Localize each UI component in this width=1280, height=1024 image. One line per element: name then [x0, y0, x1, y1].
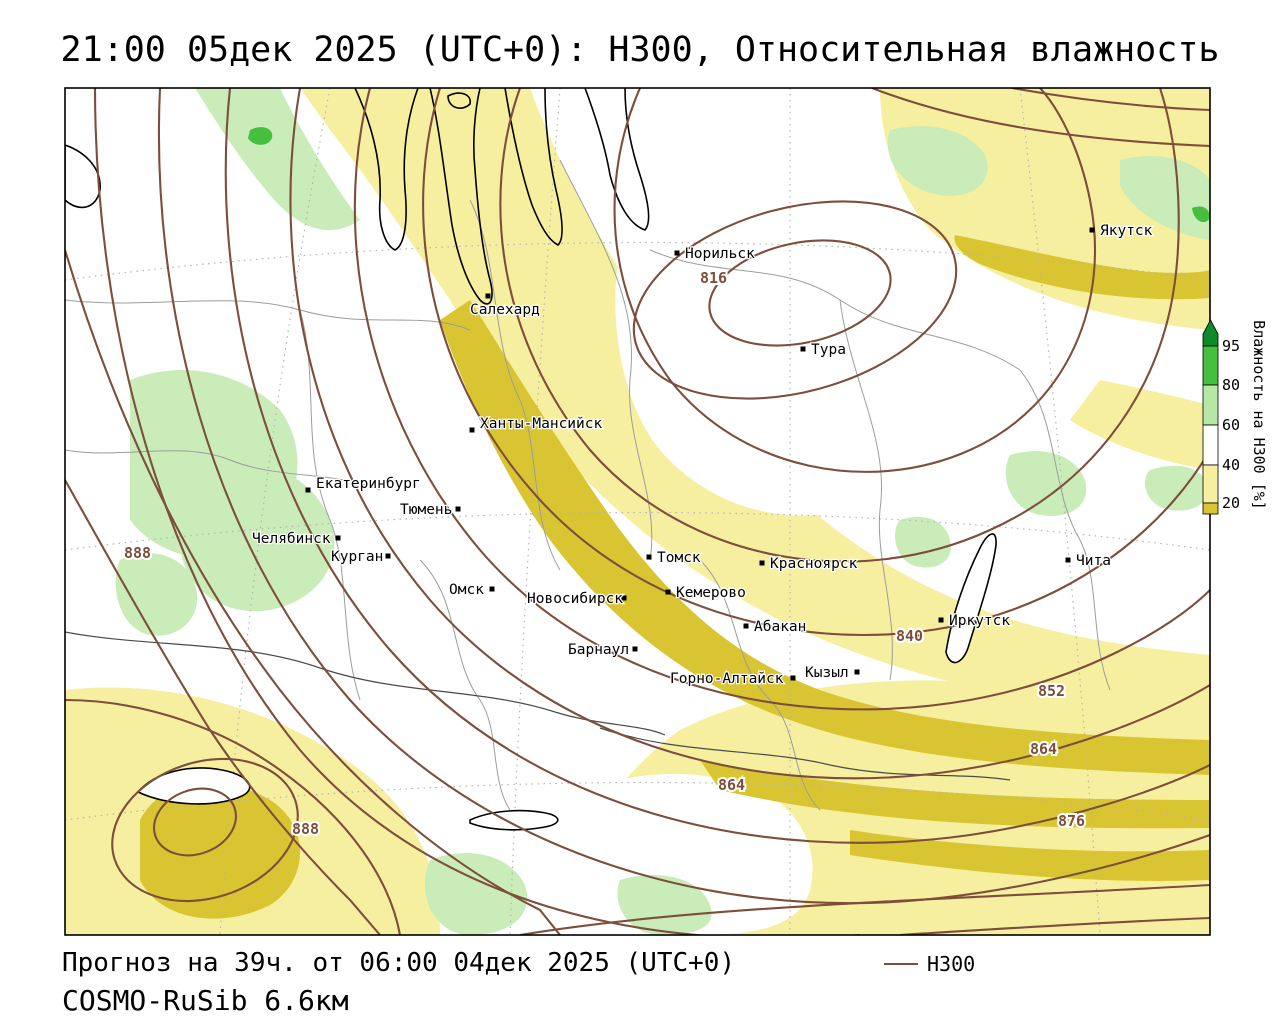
- city-marker: Барнаул: [567, 641, 638, 659]
- contour-height-label: 852: [1038, 682, 1065, 700]
- city-label: Тура: [811, 342, 846, 358]
- h300-line-legend: H300: [884, 952, 975, 976]
- colorbar: 95 80 60 40 20 Влажность на H300 [%]: [1202, 319, 1268, 515]
- contour-height-label: 864: [718, 776, 745, 794]
- colorbar-segment: [1202, 384, 1219, 426]
- forecast-info: Прогноз на 39ч. от 06:00 04дек 2025 (UTC…: [62, 948, 736, 978]
- city-label: Новосибирск: [527, 591, 623, 607]
- city-label: Екатеринбург: [316, 476, 421, 492]
- colorbar-segment: [1202, 502, 1219, 515]
- colorbar-segment: [1202, 424, 1219, 466]
- city-marker: Новосибирск: [526, 590, 627, 608]
- contour-height-label: 864: [1030, 740, 1057, 758]
- contour-height-label: 876: [1058, 812, 1085, 830]
- colorbar-tick-label: 95: [1222, 337, 1240, 355]
- city-label: Барнаул: [568, 642, 629, 658]
- contour-height-label: 888: [292, 820, 319, 838]
- city-marker: Норильск: [674, 245, 756, 263]
- city-marker: Горно-Алтайск: [669, 670, 796, 688]
- city-label: Чита: [1076, 553, 1111, 569]
- city-label: Омск: [449, 582, 484, 598]
- city-marker: Курган: [330, 548, 391, 566]
- city-marker: Салехард: [469, 293, 541, 319]
- humidity-shading: [65, 88, 1210, 935]
- admin-borders: [65, 159, 1111, 811]
- city-marker: Ханты-Мансийск: [469, 415, 604, 433]
- city-marker: Омск: [448, 581, 495, 599]
- colorbar-tick-label: 80: [1222, 376, 1240, 394]
- city-label: Красноярск: [770, 556, 858, 572]
- colorbar-tick-label: 40: [1222, 456, 1240, 474]
- city-label: Абакан: [754, 619, 806, 635]
- contour-height-label: 816: [700, 269, 727, 287]
- lake-south: [469, 809, 559, 831]
- h300-legend-line-icon: [884, 963, 918, 965]
- city-label: Горно-Алтайск: [670, 671, 784, 687]
- city-marker: Кемерово: [665, 584, 747, 602]
- colorbar-segment: [1202, 345, 1219, 386]
- h300-legend-label: H300: [927, 952, 976, 976]
- city-marker: Чита: [1065, 552, 1112, 570]
- city-marker: Томск: [646, 549, 702, 567]
- coastlines: [65, 88, 997, 831]
- city-label: Кызыл: [805, 665, 849, 681]
- city-label: Ханты-Мансийск: [480, 416, 602, 432]
- city-marker: Иркутск: [938, 612, 1012, 630]
- city-label: Тюмень: [400, 502, 452, 518]
- page-title: 21:00 05дек 2025 (UTC+0): H300, Относите…: [60, 30, 1220, 70]
- city-marker: Якутск: [1089, 222, 1154, 240]
- graticule: [65, 88, 1210, 935]
- colorbar-title: Влажность на H300 [%]: [1250, 320, 1268, 510]
- city-marker: Абакан: [743, 618, 808, 636]
- city-marker: Тюмень: [399, 501, 461, 519]
- colorbar-tick-label: 20: [1222, 494, 1240, 512]
- cities: Норильск Тура Якутск Салехард Ханты-Мансийск…: [251, 222, 1154, 689]
- city-label: Кемерово: [676, 585, 746, 601]
- contour-height-label: 840: [896, 627, 923, 645]
- city-marker: Екатеринбург: [305, 475, 422, 493]
- contour-labels: 816 840 852 864 864 876 888 888: [122, 267, 1087, 840]
- city-label: Салехард: [470, 302, 540, 318]
- colorbar-segments: [1202, 319, 1219, 515]
- city-marker: Кызыл: [804, 664, 860, 682]
- city-label: Челябинск: [252, 531, 331, 547]
- city-label: Курган: [331, 549, 383, 565]
- model-info: COSMO-RuSib 6.6км: [62, 984, 349, 1017]
- colorbar-segment: [1202, 464, 1219, 504]
- contour-lines: [65, 88, 1210, 935]
- contour-height-label: 888: [124, 544, 151, 562]
- city-label: Иркутск: [949, 613, 1010, 629]
- city-label: Якутск: [1100, 223, 1153, 239]
- city-marker: Челябинск: [251, 530, 341, 548]
- city-label: Норильск: [685, 246, 755, 262]
- colorbar-tick-labels: 95 80 60 40 20: [1222, 337, 1240, 512]
- lake-baikal: [945, 533, 997, 664]
- colorbar-tick-label: 60: [1222, 416, 1240, 434]
- city-marker: Красноярск: [759, 555, 859, 573]
- city-label: Томск: [657, 550, 701, 566]
- city-marker: Тура: [800, 341, 847, 359]
